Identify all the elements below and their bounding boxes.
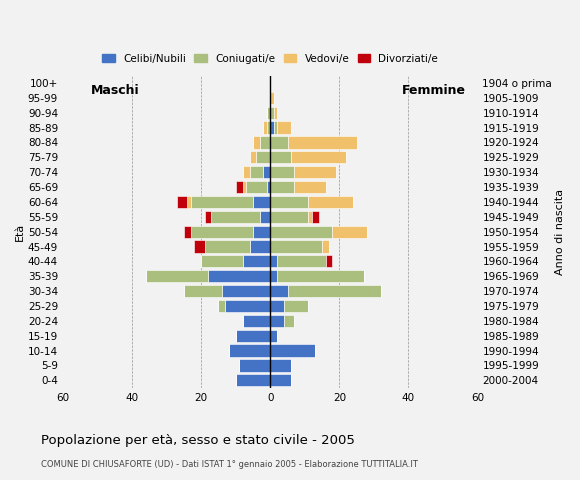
Bar	[270, 107, 274, 119]
Bar	[212, 211, 260, 223]
Bar	[270, 151, 291, 163]
Bar	[235, 330, 270, 342]
Bar	[270, 315, 284, 327]
Bar	[270, 92, 274, 104]
Bar	[288, 136, 357, 148]
Bar	[270, 166, 295, 178]
Bar	[205, 240, 249, 252]
Bar	[325, 255, 332, 267]
Bar	[270, 181, 295, 193]
Bar	[242, 255, 270, 267]
Bar	[263, 166, 270, 178]
Bar	[291, 151, 346, 163]
Bar	[194, 240, 205, 252]
Bar	[219, 300, 225, 312]
Bar	[308, 196, 353, 208]
Bar	[267, 121, 270, 133]
Bar	[249, 166, 263, 178]
Bar	[295, 181, 325, 193]
Bar	[242, 166, 249, 178]
Bar	[270, 255, 277, 267]
Bar	[201, 255, 242, 267]
Bar	[270, 136, 288, 148]
Y-axis label: Età: Età	[15, 223, 25, 241]
Bar	[332, 226, 367, 238]
Bar	[235, 374, 270, 386]
Bar	[267, 107, 270, 119]
Bar	[242, 315, 270, 327]
Bar	[270, 240, 322, 252]
Text: Popolazione per età, sesso e stato civile - 2005: Popolazione per età, sesso e stato civil…	[41, 434, 354, 447]
Bar	[191, 226, 253, 238]
Text: Femmine: Femmine	[401, 84, 466, 97]
Bar	[270, 285, 288, 297]
Bar	[270, 121, 274, 133]
Bar	[322, 240, 329, 252]
Bar	[270, 211, 308, 223]
Bar	[239, 360, 270, 372]
Bar	[242, 181, 246, 193]
Y-axis label: Anno di nascita: Anno di nascita	[555, 189, 565, 275]
Bar	[229, 345, 270, 357]
Bar	[274, 121, 277, 133]
Bar	[253, 136, 260, 148]
Bar	[308, 211, 311, 223]
Bar	[277, 270, 364, 282]
Bar	[249, 151, 256, 163]
Bar	[260, 211, 270, 223]
Bar	[270, 226, 332, 238]
Bar	[270, 374, 291, 386]
Bar	[222, 285, 270, 297]
Bar	[270, 196, 308, 208]
Bar	[270, 360, 291, 372]
Bar	[191, 196, 253, 208]
Bar	[246, 181, 267, 193]
Bar	[253, 196, 270, 208]
Bar	[184, 226, 191, 238]
Bar	[146, 270, 208, 282]
Bar	[208, 270, 270, 282]
Bar	[253, 226, 270, 238]
Bar	[184, 285, 222, 297]
Bar	[270, 330, 277, 342]
Bar	[270, 345, 315, 357]
Bar	[295, 166, 336, 178]
Legend: Celibi/Nubili, Coniugati/e, Vedovi/e, Divorziati/e: Celibi/Nubili, Coniugati/e, Vedovi/e, Di…	[98, 49, 443, 68]
Bar	[235, 181, 242, 193]
Bar	[260, 136, 270, 148]
Bar	[225, 300, 270, 312]
Bar	[267, 181, 270, 193]
Bar	[311, 211, 318, 223]
Bar	[263, 121, 267, 133]
Bar	[277, 255, 325, 267]
Bar	[177, 196, 187, 208]
Text: Maschi: Maschi	[90, 84, 139, 97]
Bar	[277, 121, 291, 133]
Bar	[284, 300, 308, 312]
Bar	[205, 211, 212, 223]
Bar	[256, 151, 270, 163]
Bar	[284, 315, 295, 327]
Bar	[270, 300, 284, 312]
Bar	[288, 285, 381, 297]
Text: COMUNE DI CHIUSAFORTE (UD) - Dati ISTAT 1° gennaio 2005 - Elaborazione TUTTITALI: COMUNE DI CHIUSAFORTE (UD) - Dati ISTAT …	[41, 460, 418, 469]
Bar	[274, 107, 277, 119]
Bar	[187, 196, 191, 208]
Bar	[249, 240, 270, 252]
Bar	[270, 270, 277, 282]
